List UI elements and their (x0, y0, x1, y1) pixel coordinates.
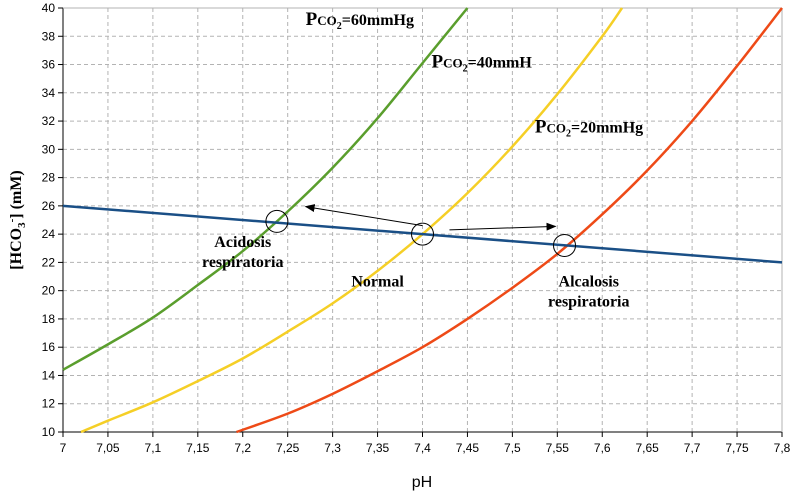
label-pco2-60: PCO2=60mmHg (306, 9, 414, 32)
x-tick-label: 7,75 (725, 441, 749, 455)
axes: 7 7,05 7,1 7,15 7,2 7,25 7,3 7,35 7,4 7,45 7,5 7,55… (42, 1, 791, 455)
y-tick-label: 32 (42, 114, 56, 128)
series-line-pco2_40 (80, 7, 624, 434)
y-tick-label: 14 (42, 368, 56, 382)
y-tick-label: 40 (42, 1, 56, 15)
marker-acidosis (265, 209, 289, 233)
shift-arrow-2 (449, 222, 557, 231)
series-line-buffer_line (62, 204, 783, 264)
y-tick-label: 18 (42, 312, 56, 326)
y-tick-label: 38 (42, 29, 56, 43)
label-pco2-20: PCO2=20mmHg (535, 116, 643, 139)
x-tick-label: 7,35 (366, 441, 390, 455)
label-pco2-40: PCO2=40mmH (431, 51, 532, 74)
y-tick-label: 24 (42, 227, 56, 241)
x-tick-label: 7,25 (276, 441, 300, 455)
x-tick-label: 7,7 (684, 441, 701, 455)
x-tick-label: 7,45 (456, 441, 480, 455)
y-tick-label: 12 (42, 397, 56, 411)
x-tick-label: 7 (60, 441, 67, 455)
y-tick-label: 28 (42, 171, 56, 185)
x-tick-label: 7,1 (145, 441, 162, 455)
label-acidosis: Acidosis respiratoria (202, 234, 283, 271)
x-axis-title: pH (412, 474, 432, 491)
x-tick-label: 7,05 (96, 441, 120, 455)
x-tick-label: 7,55 (546, 441, 570, 455)
x-tick-label: 7,4 (414, 441, 431, 455)
series-line-pco2_20 (236, 7, 783, 434)
shift-arrow-1 (304, 204, 423, 227)
y-tick-label: 16 (42, 340, 56, 354)
x-tick-label: 7,65 (636, 441, 660, 455)
x-tick-label: 7,3 (324, 441, 341, 455)
y-tick-label: 34 (42, 86, 56, 100)
x-tick-label: 7,6 (594, 441, 611, 455)
annotations: PCO2=60mmHg PCO2=40mmH PCO2=20mmHg Acidosis… (202, 9, 643, 310)
y-tick-label: 20 (42, 284, 56, 298)
y-tick-label: 30 (42, 142, 56, 156)
y-tick-label: 36 (42, 58, 56, 72)
series-line-pco2_60 (62, 7, 469, 371)
label-alcalosis: Alcalosis respiratoria (548, 273, 629, 310)
y-tick-label: 10 (42, 425, 56, 439)
arrows (304, 204, 557, 231)
marker-normal (411, 222, 434, 246)
grid (62, 7, 783, 433)
x-tick-label: 7,15 (186, 441, 210, 455)
label-normal: Normal (351, 273, 404, 290)
x-tick-label: 7,8 (774, 441, 791, 455)
series-lines (62, 7, 783, 434)
y-axis-title: [HCO3-] (mM) (6, 170, 28, 269)
y-tick-label: 26 (42, 199, 56, 213)
state-markers (265, 209, 577, 257)
y-tick-label: 22 (42, 255, 56, 269)
x-tick-label: 7,2 (234, 441, 251, 455)
marker-alcalosis (553, 233, 577, 257)
x-tick-label: 7,5 (504, 441, 521, 455)
